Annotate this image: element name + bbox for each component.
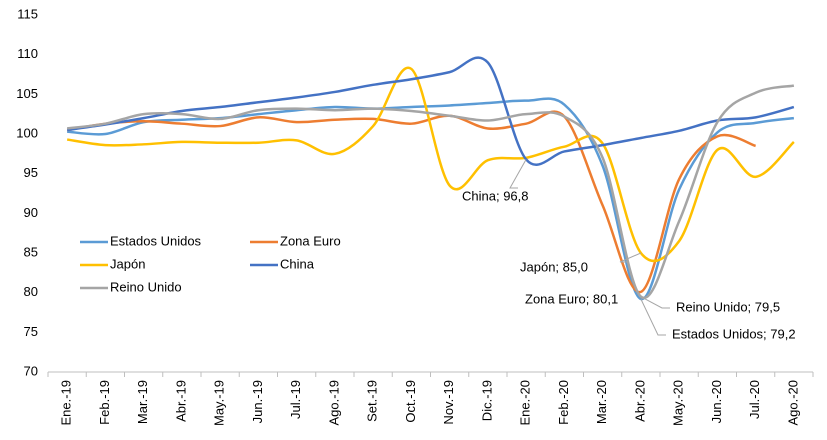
x-tick-label: Dic.-19: [479, 380, 494, 421]
x-tick-label: Feb.-20: [556, 380, 571, 425]
data-label: Japón; 85,0: [520, 259, 588, 274]
x-tick-label: May.-20: [671, 380, 686, 426]
leader-line: [640, 298, 666, 336]
y-tick-label: 115: [17, 6, 38, 21]
leader-line: [509, 159, 527, 189]
x-tick-label: Nov.-19: [441, 380, 456, 425]
legend-label: Japón: [110, 256, 145, 271]
x-tick-label: Abr.-19: [173, 380, 188, 422]
x-tick-label: May.-19: [212, 380, 227, 426]
x-tick-label: Jun.-20: [709, 380, 724, 423]
x-tick-label: Set.-19: [365, 380, 380, 422]
data-label: Zona Euro; 80,1: [525, 291, 618, 306]
x-tick-label: Mar.-19: [135, 380, 150, 424]
data-label: China; 96,8: [462, 188, 529, 203]
y-tick-label: 100: [16, 125, 38, 140]
legend-label: Reino Unido: [110, 279, 182, 294]
x-tick-label: Oct.-19: [403, 380, 418, 423]
x-tick-label: Ago.-19: [326, 380, 341, 426]
y-tick-label: 85: [24, 244, 38, 259]
x-tick-label: Ene.-19: [59, 380, 74, 426]
series-line: [67, 97, 795, 301]
y-tick-label: 95: [24, 165, 38, 180]
x-tick-label: Jul.-20: [747, 380, 762, 419]
x-tick-label: Mar.-20: [594, 380, 609, 424]
y-tick-label: 70: [24, 363, 38, 378]
legend-label: Estados Unidos: [110, 233, 202, 248]
x-tick-label: Ene.-20: [518, 380, 533, 426]
x-tick-label: Abr.-20: [632, 380, 647, 422]
y-tick-label: 90: [24, 205, 38, 220]
y-tick-label: 105: [16, 86, 38, 101]
y-tick-label: 75: [24, 324, 38, 339]
y-tick-label: 110: [17, 46, 38, 61]
x-tick-label: Jul.-19: [288, 380, 303, 419]
leader-line: [619, 252, 642, 263]
x-tick-label: Feb.-19: [97, 380, 112, 425]
series-line: [66, 56, 795, 166]
y-tick-label: 80: [24, 284, 38, 299]
data-label: Reino Unido; 79,5: [676, 299, 780, 314]
series-line: [66, 110, 757, 294]
legend-label: Zona Euro: [280, 233, 341, 248]
data-label: Estados Unidos; 79,2: [672, 326, 796, 341]
x-tick-label: Ago.-20: [785, 380, 800, 426]
series-line: [66, 84, 795, 300]
series-line: [66, 66, 795, 263]
leader-line: [640, 296, 670, 309]
legend-label: China: [280, 256, 315, 271]
x-tick-label: Jun.-19: [250, 380, 265, 423]
